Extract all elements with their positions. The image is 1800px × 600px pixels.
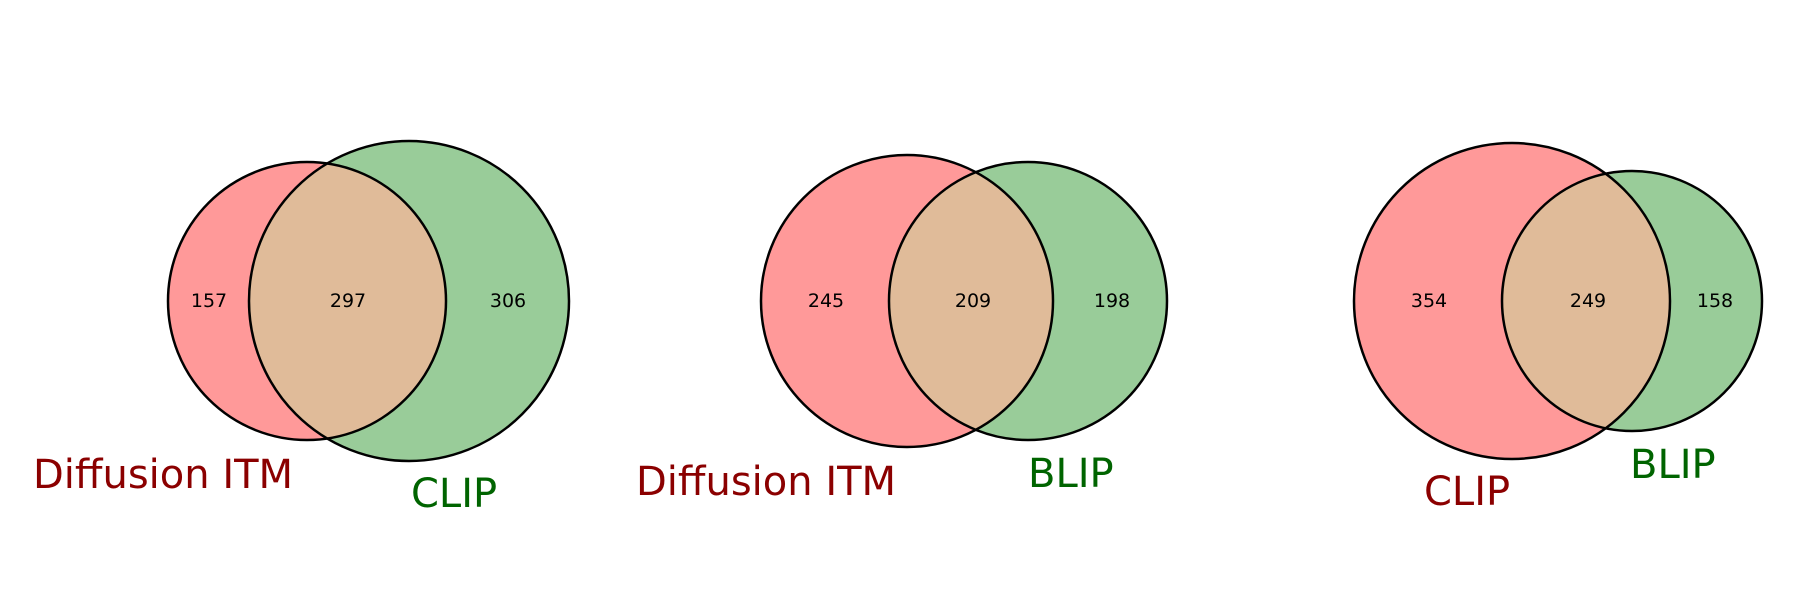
overlap-region — [889, 162, 1053, 440]
set-label-clip: CLIP — [1424, 469, 1510, 515]
right-only-count: 198 — [1094, 290, 1130, 312]
set-outline-clip — [247, 139, 571, 463]
overlap-region — [1502, 171, 1670, 431]
set-outline-clip — [1352, 141, 1672, 461]
set-outline-blip — [887, 160, 1169, 442]
left-only-count: 157 — [191, 290, 227, 312]
left-only-count: 245 — [808, 290, 844, 312]
set-outline-diffusion-itm — [759, 153, 1055, 449]
set-label-diffusion-itm: Diffusion ITM — [33, 452, 293, 498]
overlap-count: 209 — [955, 290, 991, 312]
set-outline-blip — [1500, 169, 1764, 433]
set-outline-diffusion-itm — [166, 160, 448, 442]
overlap-count: 249 — [1570, 290, 1606, 312]
set-label-clip: CLIP — [411, 471, 497, 517]
venn-clip-vs-blip: 354 249 158 CLIP BLIP — [1352, 141, 1764, 515]
overlap-region — [249, 162, 446, 440]
set-label-blip: BLIP — [1028, 451, 1114, 497]
right-only-count: 158 — [1697, 290, 1733, 312]
overlap-count: 297 — [330, 290, 366, 312]
set-label-diffusion-itm: Diffusion ITM — [636, 459, 896, 505]
right-only-count: 306 — [490, 290, 526, 312]
left-only-count: 354 — [1411, 290, 1447, 312]
venn-diffusion-itm-vs-blip: 245 209 198 Diffusion ITM BLIP — [636, 153, 1169, 505]
venn-diffusion-itm-vs-clip: 157 297 306 Diffusion ITM CLIP — [33, 139, 571, 517]
set-label-blip: BLIP — [1630, 442, 1716, 488]
